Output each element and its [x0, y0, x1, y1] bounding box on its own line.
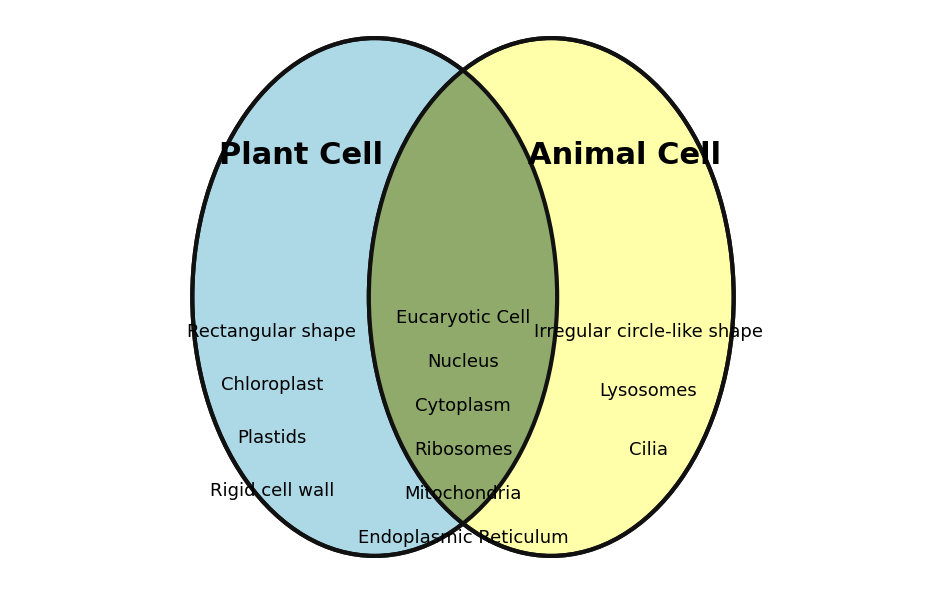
- Ellipse shape: [193, 38, 557, 556]
- Text: Mitochondria: Mitochondria: [405, 485, 521, 503]
- Text: Plastids: Plastids: [237, 429, 307, 447]
- Text: Rectangular shape: Rectangular shape: [187, 323, 357, 342]
- Text: Nucleus: Nucleus: [427, 353, 499, 371]
- Text: Lysosomes: Lysosomes: [599, 382, 697, 400]
- Text: Animal Cell: Animal Cell: [528, 141, 721, 170]
- Text: Cilia: Cilia: [629, 441, 668, 459]
- Ellipse shape: [193, 38, 557, 556]
- Text: Eucaryotic Cell: Eucaryotic Cell: [395, 309, 531, 327]
- Text: Plant Cell: Plant Cell: [219, 141, 383, 170]
- Text: Endoplasmic Reticulum: Endoplasmic Reticulum: [357, 529, 569, 547]
- Text: Irregular circle-like shape: Irregular circle-like shape: [534, 323, 763, 342]
- Text: Chloroplast: Chloroplast: [220, 376, 323, 394]
- Text: Ribosomes: Ribosomes: [414, 441, 512, 459]
- Ellipse shape: [369, 38, 733, 556]
- Text: Cytoplasm: Cytoplasm: [415, 397, 511, 415]
- Ellipse shape: [369, 38, 733, 556]
- Text: Rigid cell wall: Rigid cell wall: [209, 482, 334, 500]
